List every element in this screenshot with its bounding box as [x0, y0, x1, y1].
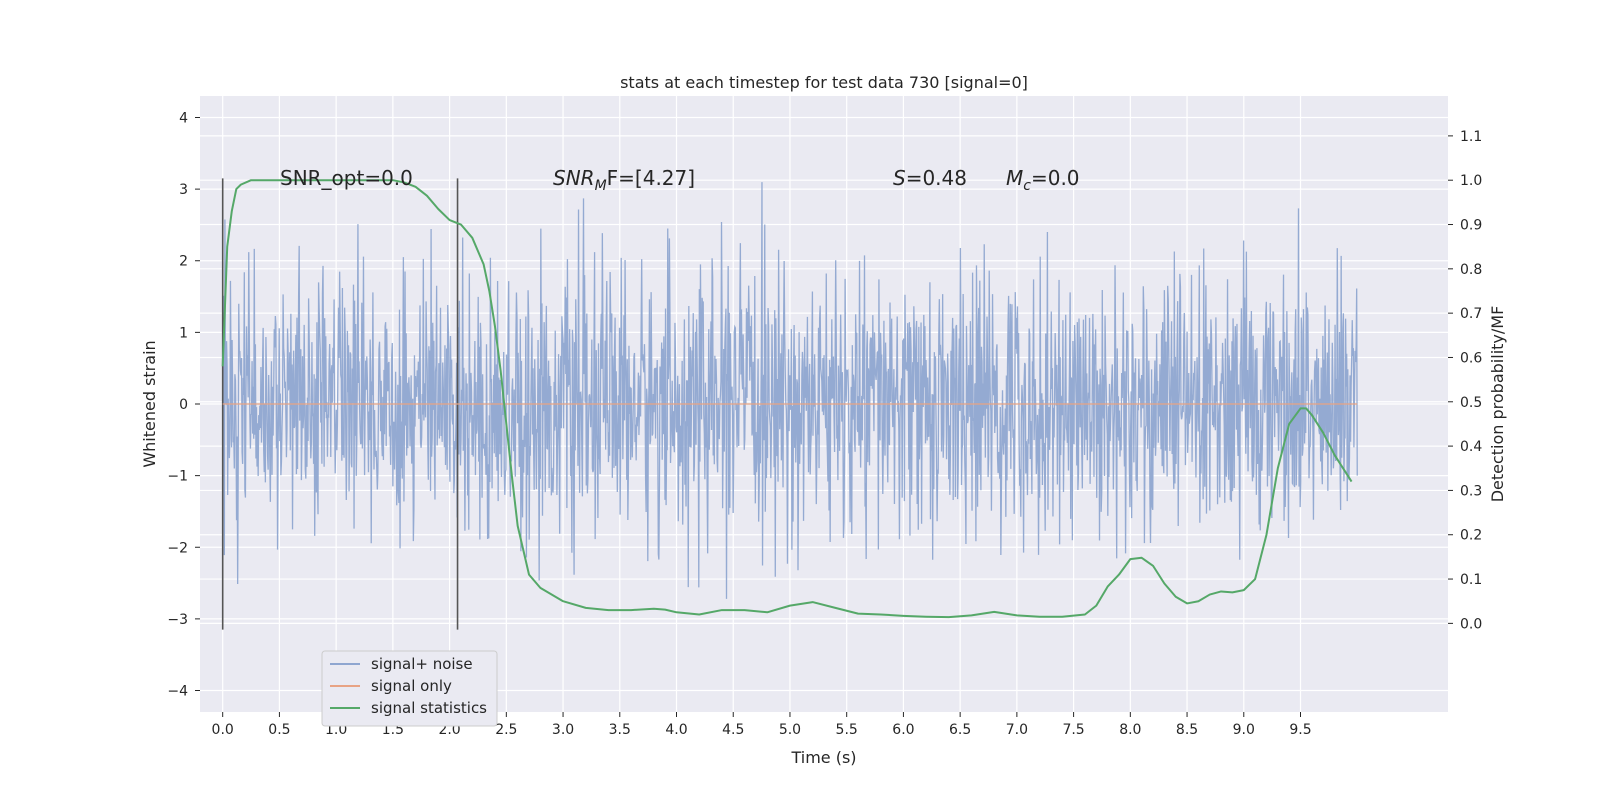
y2-tick-label: 0.5 [1460, 395, 1482, 411]
legend: signal+ noise signal only signal statist… [321, 650, 498, 727]
annotation-s-symbol: S [893, 166, 906, 190]
y2-tick-label: 0.0 [1460, 616, 1482, 632]
y-axis-label: Whitened strain [140, 340, 159, 467]
x-tick-label: 8.0 [1119, 722, 1141, 738]
annotation-mc-symbol: M [1006, 166, 1023, 190]
annotation-s-rest: =0.48 [906, 166, 967, 190]
signal-noise-line [222, 182, 1358, 599]
y2-axis-label: Detection probability/MF [1488, 306, 1507, 503]
y2-axis-ticks: 1.1 1.0 0.9 0.8 0.7 0.6 0.5 0.4 0.3 0.2 0.1 0.0 [1448, 129, 1482, 632]
chart-title: stats at each timestep for test data 730… [620, 73, 1028, 92]
x-tick-label: 2.5 [495, 722, 517, 738]
legend-label-signal-only: signal only [371, 677, 452, 695]
y2-tick-label: 0.9 [1460, 218, 1482, 234]
legend-box [321, 650, 498, 727]
x-tick-label: 0.0 [212, 722, 234, 738]
y2-tick-label: 0.3 [1460, 483, 1482, 499]
x-axis-label: Time (s) [790, 748, 856, 767]
annotation-snr-mf-rest: F=[4.27] [607, 166, 695, 190]
signal-statistics-line [221, 179, 1353, 619]
y2-tick-label: 1.0 [1460, 173, 1482, 189]
x-tick-label: 4.0 [665, 722, 687, 738]
x-tick-label: 4.5 [722, 722, 744, 738]
y-tick-label: 3 [179, 182, 188, 198]
x-tick-label: 9.5 [1289, 722, 1311, 738]
y-tick-label: 4 [179, 110, 188, 126]
x-tick-label: 8.5 [1176, 722, 1198, 738]
y-tick-label: 0 [179, 397, 188, 413]
annotation-mc: Mc=0.0 [1006, 166, 1080, 194]
y2-tick-label: 0.6 [1460, 350, 1482, 366]
signal-statistics-series [221, 179, 1353, 619]
y-tick-label: 2 [179, 254, 188, 270]
y2-tick-label: 0.4 [1460, 439, 1482, 455]
x-tick-label: 5.5 [836, 722, 858, 738]
y-tick-label: −1 [167, 469, 188, 485]
annotation-mc-sub: c [1023, 178, 1031, 194]
annotation-s: S=0.48 [893, 166, 967, 190]
y2-tick-label: 0.1 [1460, 572, 1482, 588]
y2-tick-label: 0.7 [1460, 306, 1482, 322]
x-tick-label: 6.5 [949, 722, 971, 738]
x-tick-label: 9.0 [1233, 722, 1255, 738]
legend-label-signal-statistics: signal statistics [371, 699, 487, 717]
y-tick-label: 1 [179, 325, 188, 341]
y-tick-label: −2 [167, 540, 188, 556]
annotation-snr-mf-sub: M [595, 178, 607, 194]
x-tick-label: 5.0 [779, 722, 801, 738]
annotation-snr-mf: SNRMF=[4.27] [553, 166, 695, 194]
x-tick-label: 0.5 [268, 722, 290, 738]
x-axis-ticks: 0.0 0.5 1.0 1.5 2.0 2.5 3.0 3.5 4.0 4.5 5.0 5.5 6.0 6… [212, 712, 1312, 738]
x-tick-label: 7.5 [1062, 722, 1084, 738]
y-tick-label: −3 [167, 612, 188, 628]
annotation-snr-opt: SNR_opt=0.0 [280, 166, 413, 190]
legend-label-signal-noise: signal+ noise [371, 655, 473, 673]
x-tick-label: 3.0 [552, 722, 574, 738]
y2-tick-label: 0.2 [1460, 528, 1482, 544]
y2-tick-label: 0.8 [1460, 262, 1482, 278]
y2-tick-label: 1.1 [1460, 129, 1482, 145]
x-tick-label: 7.0 [1006, 722, 1028, 738]
y-axis-ticks: 4 3 2 1 0 −1 −2 −3 −4 [167, 110, 200, 700]
signal-noise-series [222, 182, 1358, 599]
annotation-snr-mf-symbol: SNR [553, 166, 595, 190]
x-tick-label: 3.5 [609, 722, 631, 738]
y-tick-label: −4 [167, 684, 188, 700]
x-tick-label: 6.0 [892, 722, 914, 738]
annotation-mc-rest: =0.0 [1031, 166, 1080, 190]
